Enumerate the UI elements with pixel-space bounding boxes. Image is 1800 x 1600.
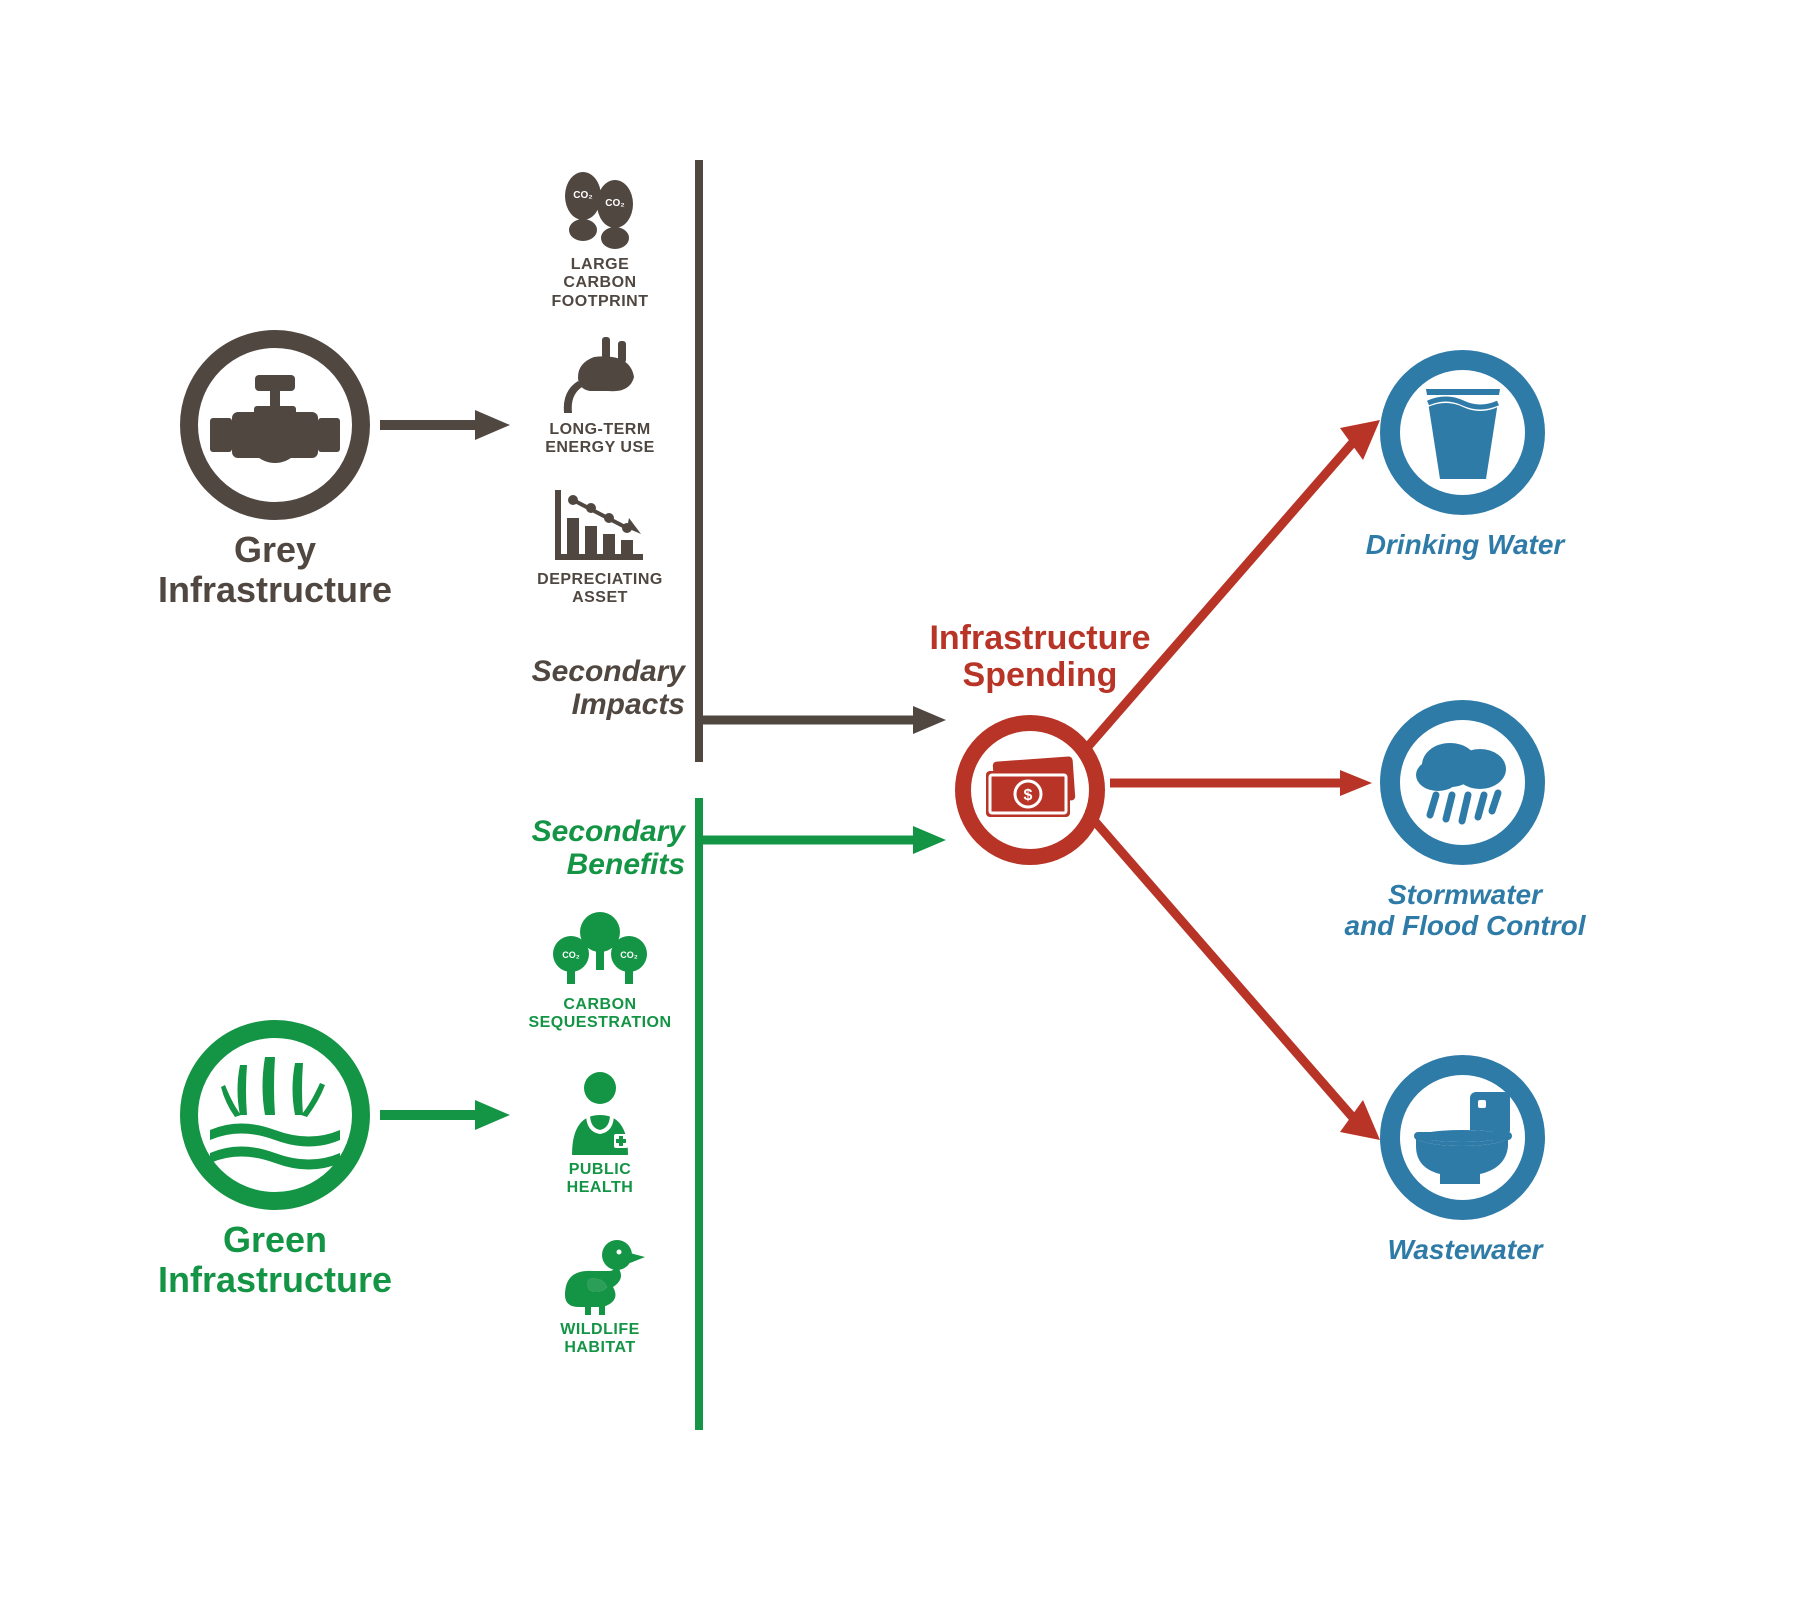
grey-infrastructure-circle [180, 330, 370, 520]
footprint-label: LARGECARBONFOOTPRINT [552, 256, 649, 311]
svg-text:CO₂: CO₂ [573, 190, 592, 201]
valve-icon [210, 370, 340, 480]
output-waste-label: Wastewater [1330, 1235, 1600, 1266]
trees-icon: CO₂ CO₂ [545, 910, 655, 990]
grey-item-footprint: CO₂ CO₂ LARGECARBONFOOTPRINT [530, 170, 670, 311]
arrow-grey-to-list [380, 405, 510, 445]
health-icon [560, 1070, 640, 1155]
green-infrastructure-label: GreenInfrastructure [140, 1220, 410, 1299]
green-infrastructure-circle [180, 1020, 370, 1210]
chart-down-icon [555, 490, 645, 565]
grey-item-chart: DEPRECIATINGASSET [530, 490, 670, 608]
plug-label: LONG-TERMENERGY USE [545, 421, 655, 458]
output-drinking-circle [1380, 350, 1545, 515]
grey-infrastructure-label: GreyInfrastructure [140, 530, 410, 609]
trees-label: CARBONSEQUESTRATION [528, 996, 671, 1033]
secondary-impacts-label: SecondaryImpacts [485, 655, 685, 721]
arrow-green-to-list [380, 1095, 510, 1135]
arrow-green-to-spending [698, 820, 948, 860]
chart-label: DEPRECIATINGASSET [537, 571, 663, 608]
spending-title: InfrastructureSpending [900, 620, 1180, 695]
svg-text:$: $ [1024, 787, 1033, 804]
money-icon: $ [980, 755, 1080, 825]
raincloud-icon [1408, 733, 1518, 833]
arrow-grey-to-spending [698, 700, 948, 740]
output-drinking-label: Drinking Water [1310, 530, 1620, 561]
diagram-canvas: GreyInfrastructure GreenInfrastructure [100, 100, 1700, 1500]
wetland-icon [205, 1055, 345, 1175]
divider-green-line [694, 798, 704, 1430]
arrow-spending-to-water [1085, 420, 1385, 760]
spending-circle: $ [955, 715, 1105, 865]
output-storm-label: Stormwaterand Flood Control [1280, 880, 1650, 942]
output-storm-circle [1380, 700, 1545, 865]
health-label: PUBLICHEALTH [567, 1161, 634, 1198]
green-item-health: PUBLICHEALTH [530, 1070, 670, 1198]
green-item-duck: WILDLIFEHABITAT [530, 1235, 670, 1358]
footprint-icon: CO₂ CO₂ [555, 170, 645, 250]
grey-item-plug: LONG-TERMENERGY USE [530, 335, 670, 458]
svg-text:CO₂: CO₂ [605, 198, 624, 209]
toilet-icon [1408, 1088, 1518, 1188]
cup-icon [1418, 383, 1508, 483]
secondary-benefits-label: SecondaryBenefits [485, 815, 685, 881]
duck-icon [555, 1235, 645, 1315]
divider-grey-line [694, 160, 704, 762]
plug-icon [560, 335, 640, 415]
svg-text:CO₂: CO₂ [562, 950, 580, 960]
green-item-trees: CO₂ CO₂ CARBONSEQUESTRATION [520, 910, 680, 1033]
svg-text:CO₂: CO₂ [620, 950, 638, 960]
output-waste-circle [1380, 1055, 1545, 1220]
arrow-spending-to-waste [1085, 810, 1385, 1140]
duck-label: WILDLIFEHABITAT [560, 1321, 640, 1358]
arrow-spending-to-storm [1110, 768, 1375, 798]
